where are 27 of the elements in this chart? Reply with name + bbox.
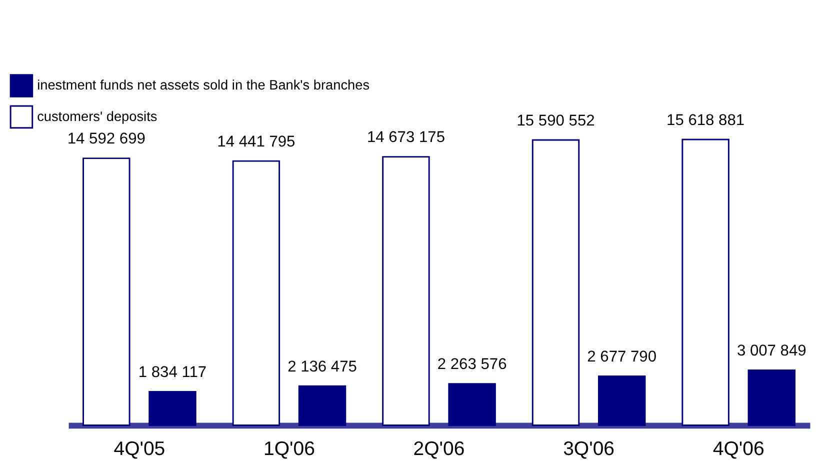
bar — [298, 385, 346, 426]
data-label: 14 673 175 — [366, 129, 446, 146]
bar — [748, 369, 796, 426]
bar — [532, 139, 580, 426]
data-label: 14 441 795 — [217, 133, 296, 150]
x-tick-label: 4Q'06 — [712, 438, 764, 460]
bar — [448, 383, 496, 426]
bar — [82, 158, 130, 426]
legend-label: customers' deposits — [37, 108, 158, 124]
data-label: 14 592 699 — [67, 130, 146, 148]
x-tick-label: 2Q'06 — [413, 438, 465, 460]
data-label: 3 007 849 — [736, 342, 806, 360]
bar — [598, 376, 646, 426]
x-tick-label: 4Q'05 — [114, 438, 166, 460]
bar — [382, 156, 430, 426]
data-label: 15 618 881 — [666, 112, 745, 129]
x-tick-label: 3Q'06 — [563, 438, 615, 460]
bar — [232, 160, 280, 426]
data-label: 2 263 576 — [437, 356, 507, 374]
data-label: 15 590 552 — [516, 112, 595, 130]
x-tick-label: 1Q'06 — [264, 438, 315, 460]
legend-label: inestment funds net assets sold in the Bank's branches — [37, 78, 370, 93]
bar — [148, 390, 196, 426]
data-label: 2 136 475 — [288, 358, 358, 376]
data-label: 1 834 117 — [138, 364, 207, 382]
data-label: 2 677 790 — [587, 348, 657, 366]
bar — [682, 138, 730, 426]
